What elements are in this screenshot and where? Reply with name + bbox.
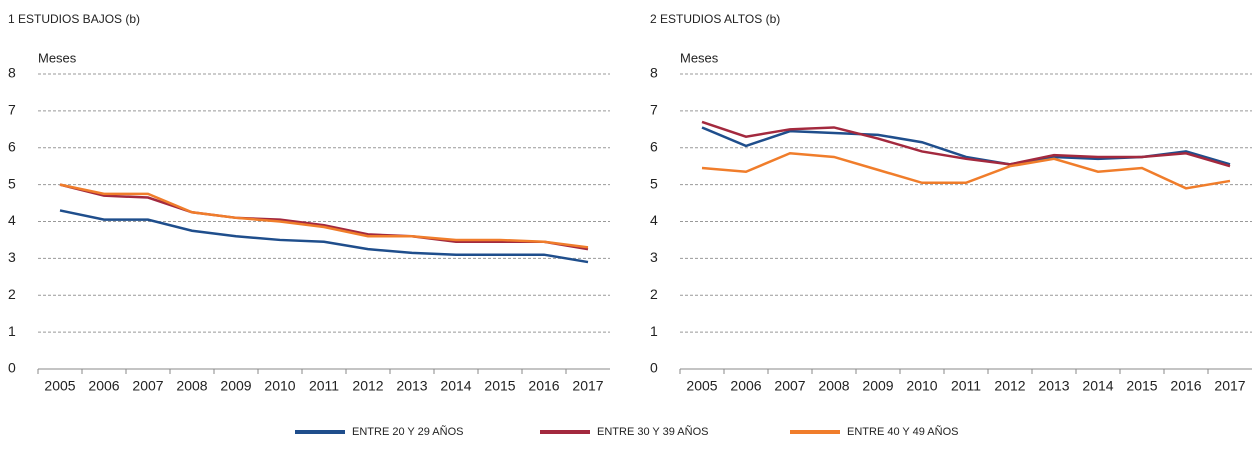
x-tick-label: 2011 [309,378,339,394]
y-tick-label: 1 [650,323,658,339]
x-tick-label: 2015 [1126,378,1157,394]
line-series: ENTRE 30 Y 39 AÑOS [59,183,589,251]
x-tick-label: 2012 [352,378,383,394]
x-tick-label: 2009 [862,378,893,394]
x-tick-label: 2010 [906,378,937,394]
y-tick-label: 2 [650,286,658,302]
y-tick-label: 7 [650,102,658,118]
y-tick-label: 3 [8,249,16,265]
y-tick-label: 1 [8,323,16,339]
x-tick-label: 2011 [951,378,981,394]
x-tick-label: 2007 [132,378,163,394]
y-tick-label: 5 [8,175,16,191]
x-tick-label: 2017 [1214,378,1245,394]
chart-title: 1 ESTUDIOS BAJOS (b) [8,12,140,26]
y-tick-label: 0 [8,360,16,376]
x-tick-label: 2013 [1038,378,1069,394]
y-tick-label: 6 [8,138,16,154]
chart-title: 2 ESTUDIOS ALTOS (b) [650,12,780,26]
x-tick-label: 2016 [1170,378,1201,394]
x-tick-label: 2006 [88,378,119,394]
line-series: ENTRE 20 Y 29 AÑOS [59,209,589,264]
y-tick-label: 3 [650,249,658,265]
y-tick-label: 8 [650,65,658,81]
y-tick-label: 2 [8,286,16,302]
x-tick-label: 2008 [176,378,207,394]
x-tick-label: 2012 [994,378,1025,394]
y-tick-label: 6 [650,138,658,154]
line-series: ENTRE 30 Y 39 AÑOS [701,120,1231,168]
legend-label: ENTRE 30 Y 39 AÑOS [597,425,708,438]
x-tick-label: 2014 [1082,378,1113,394]
x-tick-label: 2009 [220,378,251,394]
legend-label: ENTRE 20 Y 29 AÑOS [352,425,463,438]
y-tick-label: 4 [650,212,658,228]
y-tick-label: 4 [8,212,16,228]
legend-label: ENTRE 40 Y 49 AÑOS [847,425,958,438]
line-series: ENTRE 40 Y 49 AÑOS [59,183,589,249]
x-tick-label: 2010 [264,378,295,394]
x-tick-label: 2017 [572,378,603,394]
y-tick-label: 7 [8,102,16,118]
y-axis-label: Meses [38,50,77,65]
y-tick-label: 0 [650,360,658,376]
y-axis-label: Meses [680,50,719,65]
line-series: ENTRE 40 Y 49 AÑOS [701,152,1231,190]
x-tick-label: 2013 [396,378,427,394]
x-tick-label: 2005 [44,378,75,394]
x-tick-label: 2014 [440,378,471,394]
x-tick-label: 2005 [686,378,717,394]
x-tick-label: 2007 [774,378,805,394]
y-tick-label: 5 [650,175,658,191]
x-tick-label: 2015 [484,378,515,394]
x-tick-label: 2016 [528,378,559,394]
y-tick-label: 8 [8,65,16,81]
x-tick-label: 2008 [818,378,849,394]
x-tick-label: 2006 [730,378,761,394]
